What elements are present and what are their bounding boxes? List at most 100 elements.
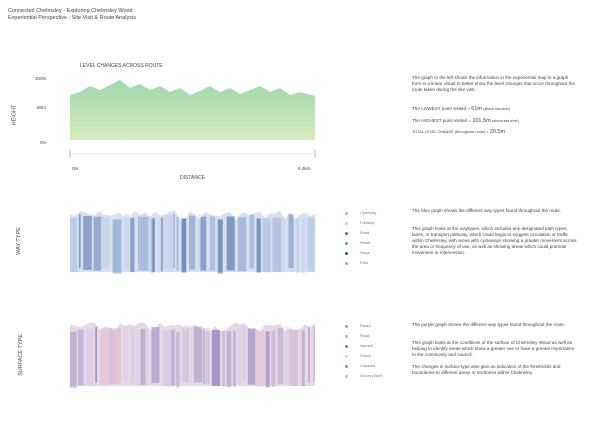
graph-title: LEVEL CHANGES ACROSS ROUTE — [80, 63, 163, 69]
band-stripe — [217, 219, 223, 274]
tick-label: 8.4km — [298, 166, 311, 171]
legend-dot — [345, 325, 348, 328]
subtitle: Experiential Perspective : Site Visit & … — [8, 15, 136, 21]
band-stripe — [140, 328, 146, 385]
legend-dot — [345, 242, 348, 245]
band-stripe — [152, 218, 155, 273]
legend-dot — [345, 365, 348, 368]
paragraph: This graph looks at the waytypes, which … — [412, 226, 577, 255]
band-stripe — [145, 327, 148, 384]
tick-label: 100m — [35, 76, 47, 81]
band-stripe — [233, 330, 236, 387]
way-graphic — [70, 210, 315, 274]
legend-label: Road — [360, 231, 370, 235]
paragraph: The changes in surface type also give an… — [412, 364, 561, 375]
band-stripe — [139, 216, 149, 271]
paragraph: The graph to the left shows the informat… — [412, 75, 575, 92]
band-stripe — [247, 328, 256, 385]
band-stripe — [86, 329, 94, 386]
band-stripe — [296, 218, 300, 273]
legend-label: Street — [360, 241, 371, 245]
band-stripe — [150, 218, 153, 273]
band-stripe — [256, 218, 261, 273]
legend-label: Footway — [360, 221, 375, 225]
legend-label: Steps — [360, 251, 370, 255]
band-stripe — [255, 330, 265, 387]
band-stripe — [123, 326, 129, 383]
band-stripe — [83, 215, 92, 270]
stat-value: 61m — [471, 106, 482, 112]
band-stripe — [130, 218, 135, 273]
band-stripe — [200, 216, 207, 271]
stat: The HIGHEST point visited = 101.5m (abov… — [412, 118, 519, 124]
legend-label: Asphalt — [360, 344, 373, 348]
band-stripe — [172, 214, 176, 269]
legend-dot — [345, 335, 348, 338]
title: Connected Chelmsley - Exploring Chelmsle… — [8, 8, 133, 14]
legend-label: Ground Earth — [360, 374, 383, 378]
band-stripe — [246, 328, 248, 385]
band-stripe — [151, 327, 160, 384]
stat-note: (above sea level) — [483, 107, 510, 111]
surface-graphic — [70, 322, 315, 388]
band-stripe — [163, 330, 172, 387]
band-stripe — [271, 330, 276, 387]
band-stripe — [307, 217, 315, 272]
band-stripe — [193, 326, 203, 383]
stat-value: 20.5m — [489, 129, 506, 135]
band-stripe — [226, 331, 232, 388]
band-stripe — [272, 217, 282, 272]
band-stripe — [209, 216, 216, 271]
band-stripe — [112, 219, 122, 274]
band-stripe — [189, 215, 196, 270]
band-stripe — [262, 218, 271, 273]
band-stripe — [205, 327, 210, 384]
legend-dot — [345, 345, 348, 348]
tick-label: 80m — [37, 105, 46, 110]
band-stripe — [182, 326, 189, 383]
band-stripe — [102, 214, 110, 269]
band-stripe — [198, 214, 201, 269]
band-stripe — [301, 330, 305, 387]
paragraph: The purple graph shows the different way… — [412, 322, 566, 327]
stat: The LOWEST point visited = 61m (above se… — [412, 106, 510, 112]
band-stripe — [282, 217, 285, 272]
band-stripe — [202, 327, 206, 384]
legend-label: Paved — [360, 324, 371, 328]
band-stripe — [226, 216, 235, 271]
band-stripe — [190, 327, 192, 384]
stat-label: The LOWEST point visited = — [412, 106, 471, 111]
band-stripe — [130, 327, 135, 384]
band-stripe — [70, 331, 77, 388]
band-stripe — [161, 217, 163, 272]
band-stripe — [171, 329, 175, 386]
band-stripe — [138, 216, 140, 271]
band-stripe — [285, 326, 290, 383]
legend-dot — [345, 232, 348, 235]
stat-label: TOTAL LEVEL CHANGE (throughout route) = — [412, 130, 489, 134]
band-stripe — [95, 326, 97, 383]
band-stripe — [78, 214, 81, 269]
band-stripe — [117, 328, 121, 385]
stat: TOTAL LEVEL CHANGE (throughout route) = … — [412, 129, 505, 135]
band-stripe — [221, 330, 225, 387]
axis-label: DISTANCE — [180, 175, 205, 181]
legend-label: Unpaved — [360, 364, 376, 368]
band-stripe — [211, 330, 221, 387]
paragraph: This graph looks at the conditions of th… — [412, 340, 575, 357]
legend-dot — [345, 355, 348, 358]
axis-label: HEIGHT — [11, 104, 18, 126]
band-stripe — [288, 214, 294, 269]
band-stripe — [181, 218, 187, 273]
tick-label: 0m — [72, 166, 79, 171]
legend-dot — [345, 262, 348, 265]
axis-label: SURFACE TYPE — [17, 334, 24, 376]
band-stripe — [78, 329, 84, 386]
band-stripe — [301, 218, 306, 273]
band-stripe — [313, 326, 315, 383]
band-stripe — [99, 328, 109, 385]
tick-label: 0m — [40, 140, 47, 145]
band-stripe — [308, 326, 310, 383]
